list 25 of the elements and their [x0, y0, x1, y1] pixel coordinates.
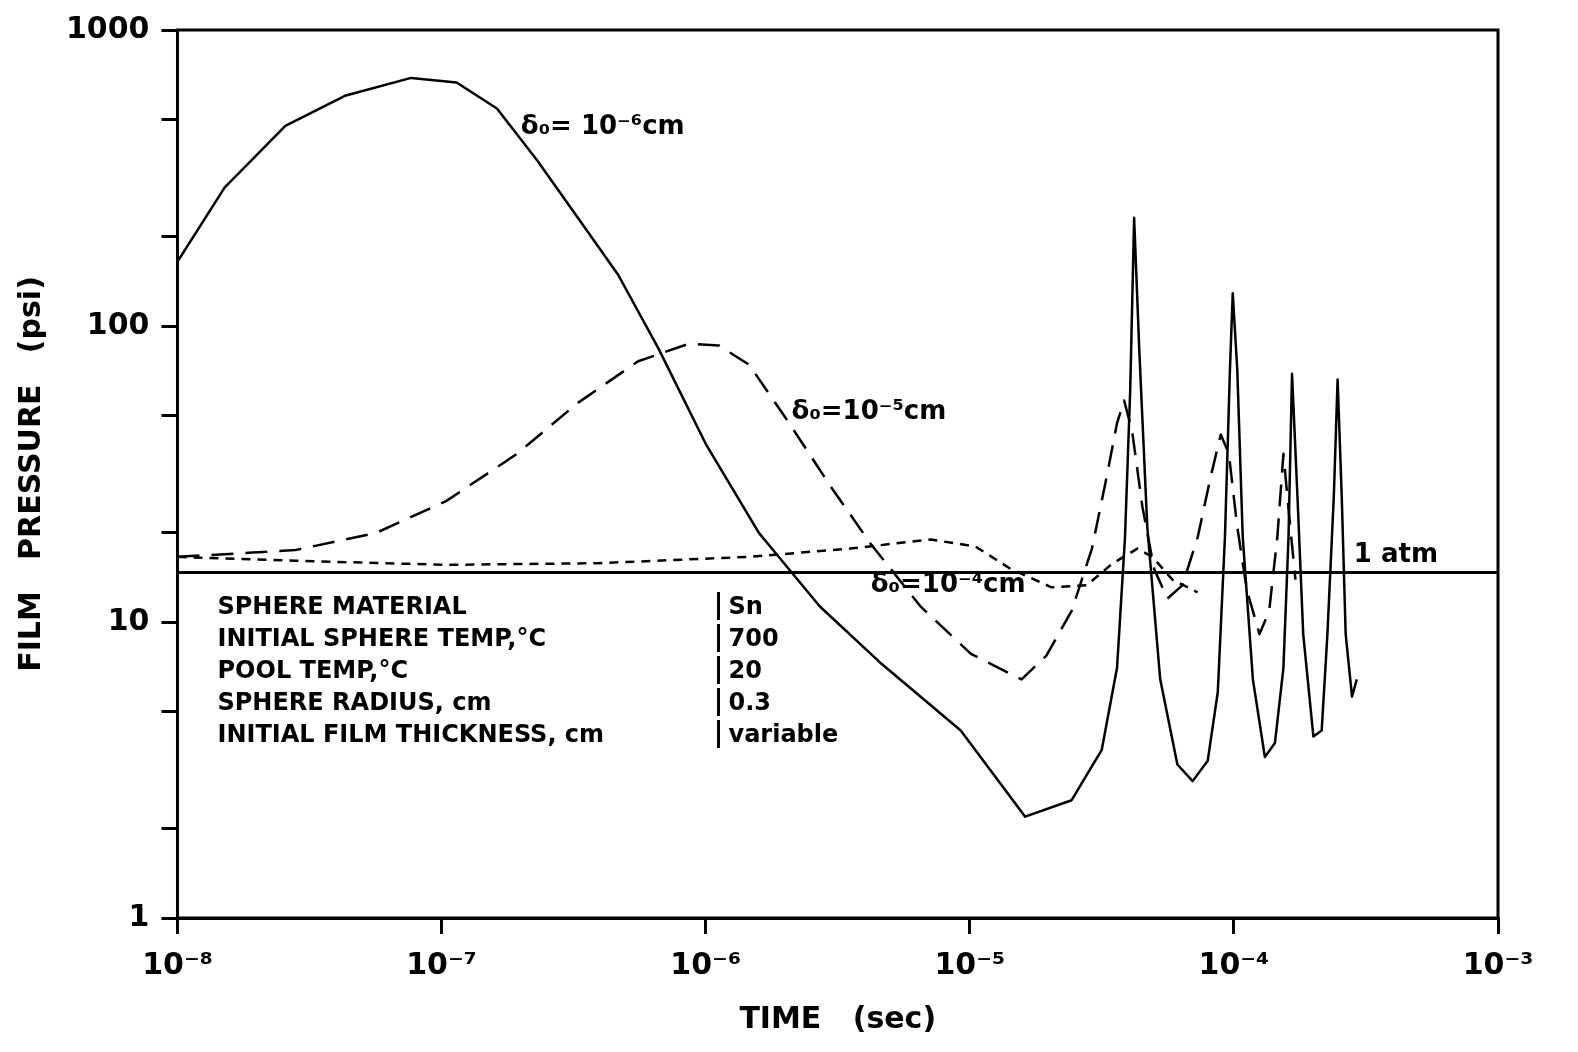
annotation: SPHERE MATERIAL — [217, 592, 468, 621]
ref-line-label: 1 atm — [1353, 538, 1438, 569]
x-tick-label: 10⁻⁵ — [934, 945, 1006, 981]
annotation: Sn — [728, 592, 763, 621]
x-tick-label: 10⁻³ — [1462, 945, 1534, 981]
annotation: variable — [717, 720, 888, 749]
x-axis-title: TIME (sec) — [739, 999, 937, 1035]
y-tick-label: 1000 — [66, 9, 150, 45]
y-tick-label: 100 — [86, 305, 150, 341]
y-axis-title: FILM PRESSURE (psi) — [11, 276, 47, 672]
annotation: 20 — [717, 656, 888, 685]
y-tick-label: 1 — [128, 897, 150, 933]
series-label: δ₀=10⁻⁵cm — [791, 394, 947, 425]
annotation: 0.3 — [717, 688, 888, 717]
x-tick-label: 10⁻⁶ — [670, 945, 742, 981]
y-tick-label: 10 — [107, 601, 150, 637]
annotation: POOL TEMP,°C — [217, 656, 410, 685]
x-tick-label: 10⁻⁷ — [406, 945, 477, 981]
annotation: SPHERE RADIUS, cm — [217, 688, 493, 717]
x-tick-label: 10⁻⁴ — [1198, 945, 1270, 981]
series-label: δ₀= 10⁻⁶cm — [520, 110, 685, 141]
annotation: 700 — [717, 624, 888, 653]
annotation: INITIAL FILM THICKNESS, cm — [217, 720, 606, 749]
x-tick-label: 10⁻⁸ — [142, 945, 213, 981]
annotation: INITIAL SPHERE TEMP,°C — [217, 624, 548, 653]
